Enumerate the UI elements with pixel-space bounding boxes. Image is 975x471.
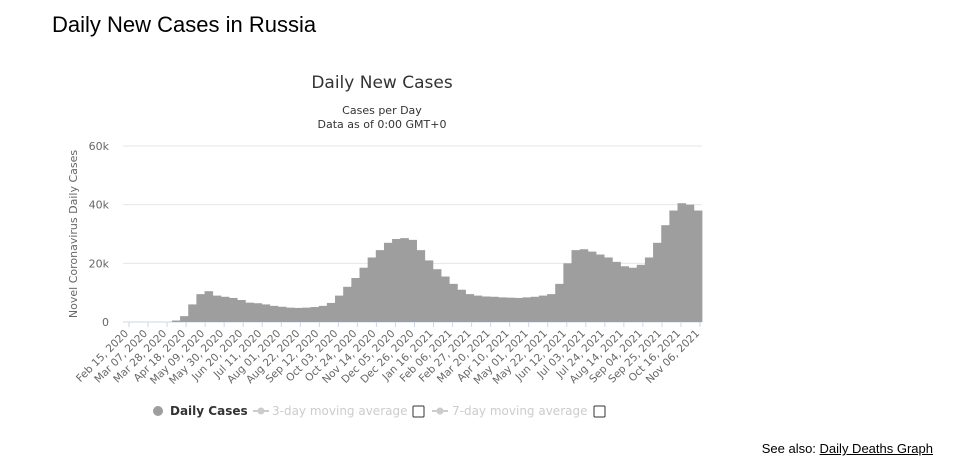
bar xyxy=(449,283,458,322)
bar xyxy=(269,305,279,322)
y-axis-ticks: 0 20k 40k 60k xyxy=(89,140,110,329)
7-day-moving-average-checkbox[interactable] xyxy=(593,405,606,418)
legend-item-7-day-moving-average[interactable]: 7-day moving average xyxy=(432,404,587,418)
see-also: See also: Daily Deaths Graph xyxy=(762,441,933,456)
bar xyxy=(473,295,483,322)
bar xyxy=(220,296,230,322)
3-day-legend-marker xyxy=(257,407,265,415)
bar xyxy=(612,261,621,322)
y-tick-label: 0 xyxy=(102,316,109,329)
bar xyxy=(465,294,475,322)
bar xyxy=(310,307,320,322)
bar xyxy=(367,257,377,322)
bar xyxy=(400,238,409,322)
legend: Daily Cases 3-day moving average 7-day m… xyxy=(153,404,606,418)
bar xyxy=(620,266,629,322)
chart-subtitle: Cases per Day xyxy=(342,104,422,117)
bar xyxy=(294,307,303,322)
bar xyxy=(506,297,515,322)
bar xyxy=(693,210,703,322)
bar xyxy=(416,250,426,322)
bar xyxy=(286,307,295,322)
bar xyxy=(196,294,205,322)
bar xyxy=(547,294,556,322)
bar xyxy=(261,304,271,322)
bar xyxy=(351,278,360,322)
bar xyxy=(661,225,670,322)
bar xyxy=(237,300,246,322)
bar xyxy=(522,297,532,322)
legend-label-daily-cases: Daily Cases xyxy=(170,404,248,418)
bar xyxy=(204,291,214,322)
bar xyxy=(530,296,540,322)
bar xyxy=(587,251,597,322)
bar xyxy=(628,267,638,322)
bar xyxy=(514,297,523,322)
bar xyxy=(595,254,605,322)
see-also-label: See also: xyxy=(761,441,816,456)
bar xyxy=(489,296,499,322)
bar xyxy=(604,257,613,322)
bar xyxy=(245,302,254,322)
bar xyxy=(277,306,287,322)
bar xyxy=(677,203,687,322)
7-day-legend-marker xyxy=(436,407,444,415)
bar xyxy=(359,267,369,322)
bar xyxy=(432,269,442,322)
bar xyxy=(408,239,417,322)
chart-title: Daily New Cases xyxy=(311,73,453,93)
y-tick-label: 20k xyxy=(89,257,110,270)
bar xyxy=(498,297,507,322)
bar xyxy=(171,320,181,322)
bar xyxy=(180,316,189,322)
page-title: Daily New Cases in Russia xyxy=(52,12,317,37)
bar xyxy=(188,304,197,322)
legend-label-7-day: 7-day moving average xyxy=(452,404,587,418)
daily-cases-legend-marker xyxy=(153,406,163,416)
bar xyxy=(579,249,589,322)
bar xyxy=(685,204,695,322)
y-tick-label: 60k xyxy=(89,140,110,153)
bar xyxy=(653,242,662,322)
legend-label-3-day: 3-day moving average xyxy=(272,404,407,418)
legend-item-daily-cases[interactable]: Daily Cases xyxy=(153,404,248,418)
bar xyxy=(318,305,328,322)
3-day-moving-average-checkbox[interactable] xyxy=(412,405,425,418)
bar xyxy=(571,250,581,322)
bar xyxy=(457,289,466,322)
bar xyxy=(481,296,491,322)
bar xyxy=(669,210,678,322)
bar xyxy=(302,307,311,322)
bar xyxy=(326,302,336,322)
bar xyxy=(555,283,564,322)
bar xyxy=(392,238,401,322)
bar xyxy=(563,263,572,322)
bar xyxy=(335,295,344,322)
chart-subtitle-2: Data as of 0:00 GMT+0 xyxy=(318,118,447,131)
bar xyxy=(538,295,548,322)
bar xyxy=(212,295,222,322)
bar xyxy=(229,297,238,322)
bar xyxy=(383,242,393,322)
y-axis-label: Novel Coronavirus Daily Cases xyxy=(67,150,80,318)
bar xyxy=(441,276,450,322)
bar xyxy=(375,250,385,322)
bar xyxy=(253,303,263,322)
bar xyxy=(644,257,654,322)
y-tick-label: 40k xyxy=(89,199,110,212)
legend-item-3-day-moving-average[interactable]: 3-day moving average xyxy=(253,404,407,418)
bar xyxy=(636,264,646,322)
bar xyxy=(424,260,434,322)
daily-deaths-graph-link[interactable]: Daily Deaths Graph xyxy=(819,441,933,456)
bar-series xyxy=(171,203,703,322)
bar xyxy=(343,286,352,322)
